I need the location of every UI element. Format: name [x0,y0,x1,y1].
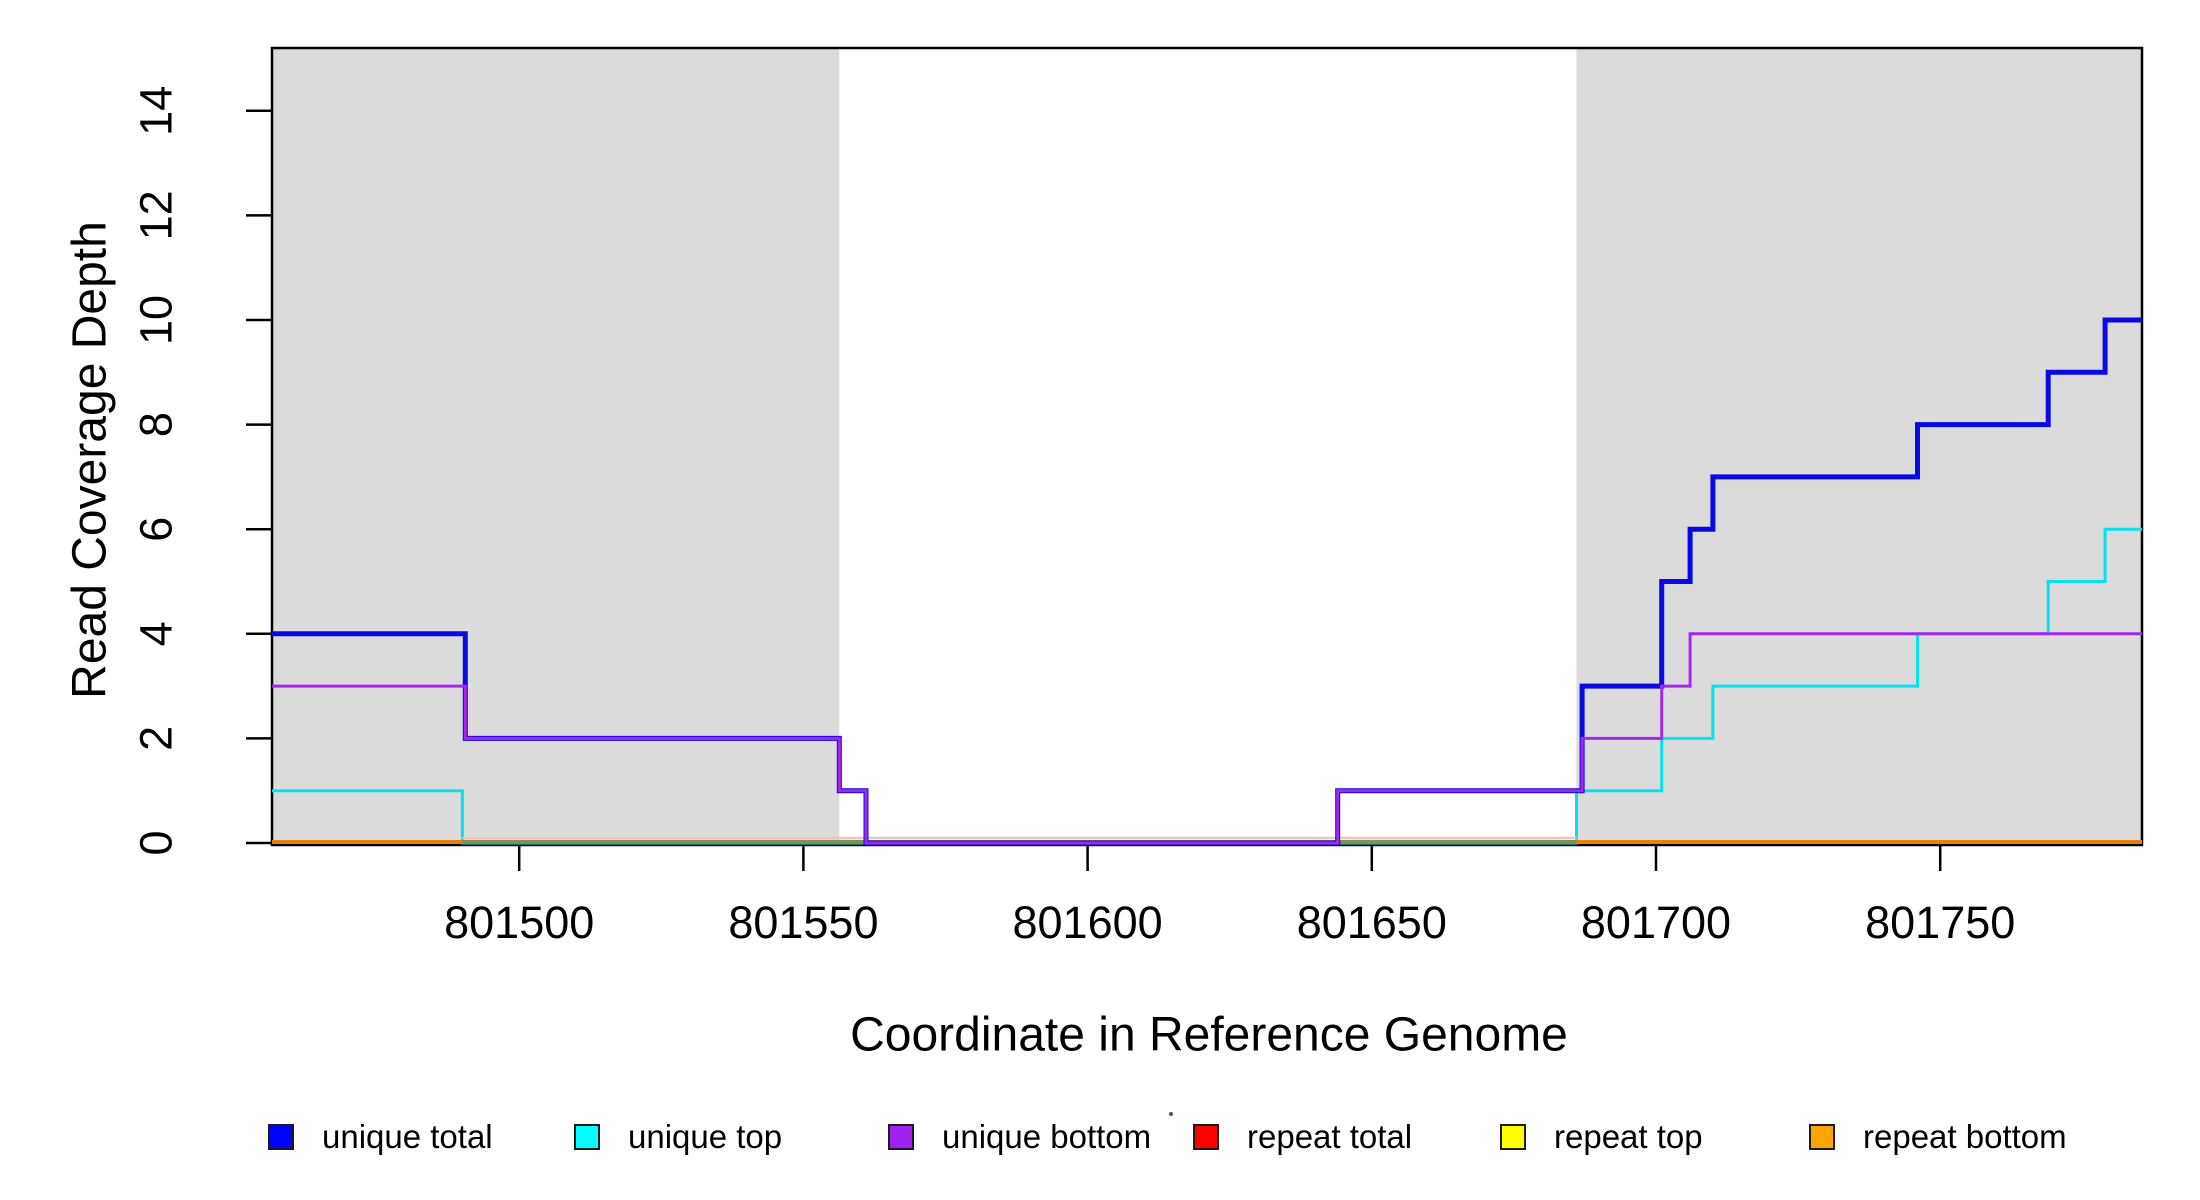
legend-label: unique bottom [942,1118,1152,1155]
legend-swatch [888,1124,914,1150]
y-axis-tick-label: 6 [131,517,182,542]
legend-item-unique-bottom: unique bottom [888,1118,1152,1155]
legend-item-repeat-bottom: repeat bottom [1809,1118,2067,1155]
legend-swatch [1193,1124,1219,1150]
legend-label: repeat bottom [1863,1118,2067,1155]
y-axis-tick-label: 2 [131,726,182,751]
x-axis-tick-label: 801700 [1581,897,1731,948]
legend-item-unique-total: unique total [268,1118,493,1155]
legend: unique total unique top unique bottom repea… [0,1118,2200,1155]
series-unique-bottom [272,632,2142,845]
x-axis-title: Coordinate in Reference Genome [850,1008,1568,1062]
stray-dot [1169,1112,1173,1116]
x-axis-tick-label: 801500 [444,897,594,948]
y-axis-title: Read Coverage Depth [63,221,117,699]
legend-item-repeat-total: repeat total [1193,1118,1413,1155]
y-axis-tick-label: 12 [131,190,182,240]
shaded-region-left [272,48,840,845]
y-axis-tick-label: 0 [131,830,182,855]
x-axis-tick-label: 801750 [1865,897,2015,948]
legend-item-repeat-top: repeat top [1500,1118,1703,1155]
legend-swatch [574,1124,600,1150]
legend-swatch [268,1124,294,1150]
legend-label: unique total [322,1118,493,1155]
legend-label: unique top [628,1118,783,1155]
legend-swatch [1809,1124,1835,1150]
y-axis-tick-label: 10 [131,295,182,345]
legend-label: repeat total [1247,1118,1413,1155]
x-axis-tick-label: 801550 [728,897,878,948]
legend-item-unique-top: unique top [574,1118,783,1155]
y-axis-tick-label: 4 [131,621,182,646]
legend-label: repeat top [1554,1118,1703,1155]
legend-swatch [1500,1124,1526,1150]
y-axis-tick-label: 8 [131,412,182,437]
shaded-region-right [1576,48,2142,845]
x-axis-tick-label: 801600 [1013,897,1163,948]
x-axis-tick-label: 801650 [1297,897,1447,948]
y-axis-tick-label: 14 [131,86,182,136]
